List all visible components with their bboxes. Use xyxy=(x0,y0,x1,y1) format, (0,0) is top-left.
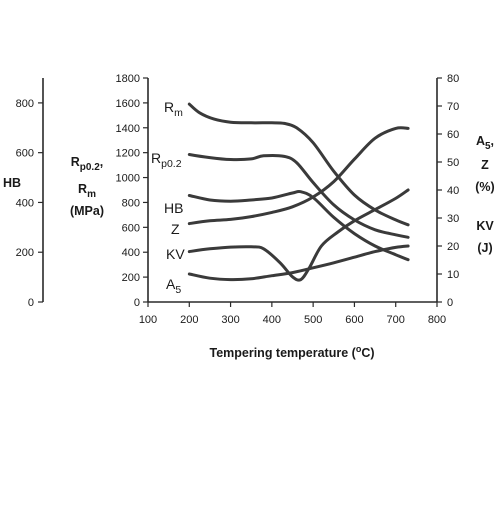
y-outer-tick-label: 200 xyxy=(16,247,34,259)
y-inner-title-line: (MPa) xyxy=(70,204,104,218)
series-label-a5: A5 xyxy=(166,276,181,296)
y-inner-tick-label: 1000 xyxy=(116,173,140,185)
series-kv-line xyxy=(187,188,410,282)
y-right-tick-label: 20 xyxy=(447,241,459,253)
x-tick-label: 700 xyxy=(387,314,405,326)
y-outer-tick-label: 400 xyxy=(16,197,34,209)
y-inner-tick-label: 0 xyxy=(134,297,140,309)
y-inner-title-line: Rp0.2, xyxy=(71,155,104,173)
x-tick-label: 500 xyxy=(304,314,322,326)
y-right-title-line: Z xyxy=(481,158,489,172)
y-inner-title-line: Rm xyxy=(78,182,96,200)
y-outer-tick-label: 600 xyxy=(16,148,34,160)
x-tick-label: 200 xyxy=(180,314,198,326)
series-label-z: Z xyxy=(171,221,180,237)
y-inner-tick-label: 600 xyxy=(122,222,140,234)
series-a5-line xyxy=(187,244,410,282)
y-right-tick-label: 50 xyxy=(447,157,459,169)
x-tick-label: 600 xyxy=(345,314,363,326)
y-right-tick-label: 80 xyxy=(447,73,459,85)
y-right-title-line: KV xyxy=(476,219,494,233)
labels-layer: Rm Rp0.2 HB Z KV A5 xyxy=(151,99,185,296)
y-inner-tick-label: 1400 xyxy=(116,123,140,135)
y-inner-tick-label: 200 xyxy=(122,272,140,284)
axes-layer: 100 200 300 400 500 600 700 8000200400600800100… xyxy=(3,73,495,360)
x-axis-title: Tempering temperature (oC) xyxy=(209,344,374,360)
y-right-title-line: (J) xyxy=(477,241,492,255)
x-tick-label: 300 xyxy=(221,314,239,326)
series-label-rm: Rm xyxy=(164,99,183,119)
y-inner-tick-label: 1600 xyxy=(116,98,140,110)
y-right-tick-label: 70 xyxy=(447,101,459,113)
series-label-hb: HB xyxy=(164,200,183,216)
series-label-kv: KV xyxy=(166,246,185,262)
y-inner-tick-label: 800 xyxy=(122,197,140,209)
y-right-title-line: (%) xyxy=(475,180,494,194)
y-outer-title: HB xyxy=(3,176,21,190)
y-right-tick-label: 0 xyxy=(447,297,453,309)
y-right-tick-label: 30 xyxy=(447,213,459,225)
curves-layer xyxy=(187,102,410,282)
y-outer-tick-label: 0 xyxy=(28,297,34,309)
y-right-tick-label: 40 xyxy=(447,185,459,197)
x-tick-label: 100 xyxy=(139,314,157,326)
y-inner-tick-label: 400 xyxy=(122,247,140,259)
y-right-tick-label: 10 xyxy=(447,269,459,281)
series-z-line xyxy=(187,126,410,226)
y-right-title-line: A5, xyxy=(476,134,494,152)
series-rp0-2-line xyxy=(187,153,410,239)
series-hb-line xyxy=(187,189,410,262)
x-tick-label: 400 xyxy=(263,314,281,326)
x-tick-label: 800 xyxy=(428,314,446,326)
y-inner-tick-label: 1800 xyxy=(116,73,140,85)
series-label-rp0-2: Rp0.2 xyxy=(151,150,182,170)
y-inner-tick-label: 1200 xyxy=(116,148,140,160)
y-right-tick-label: 60 xyxy=(447,129,459,141)
y-outer-tick-label: 800 xyxy=(16,98,34,110)
